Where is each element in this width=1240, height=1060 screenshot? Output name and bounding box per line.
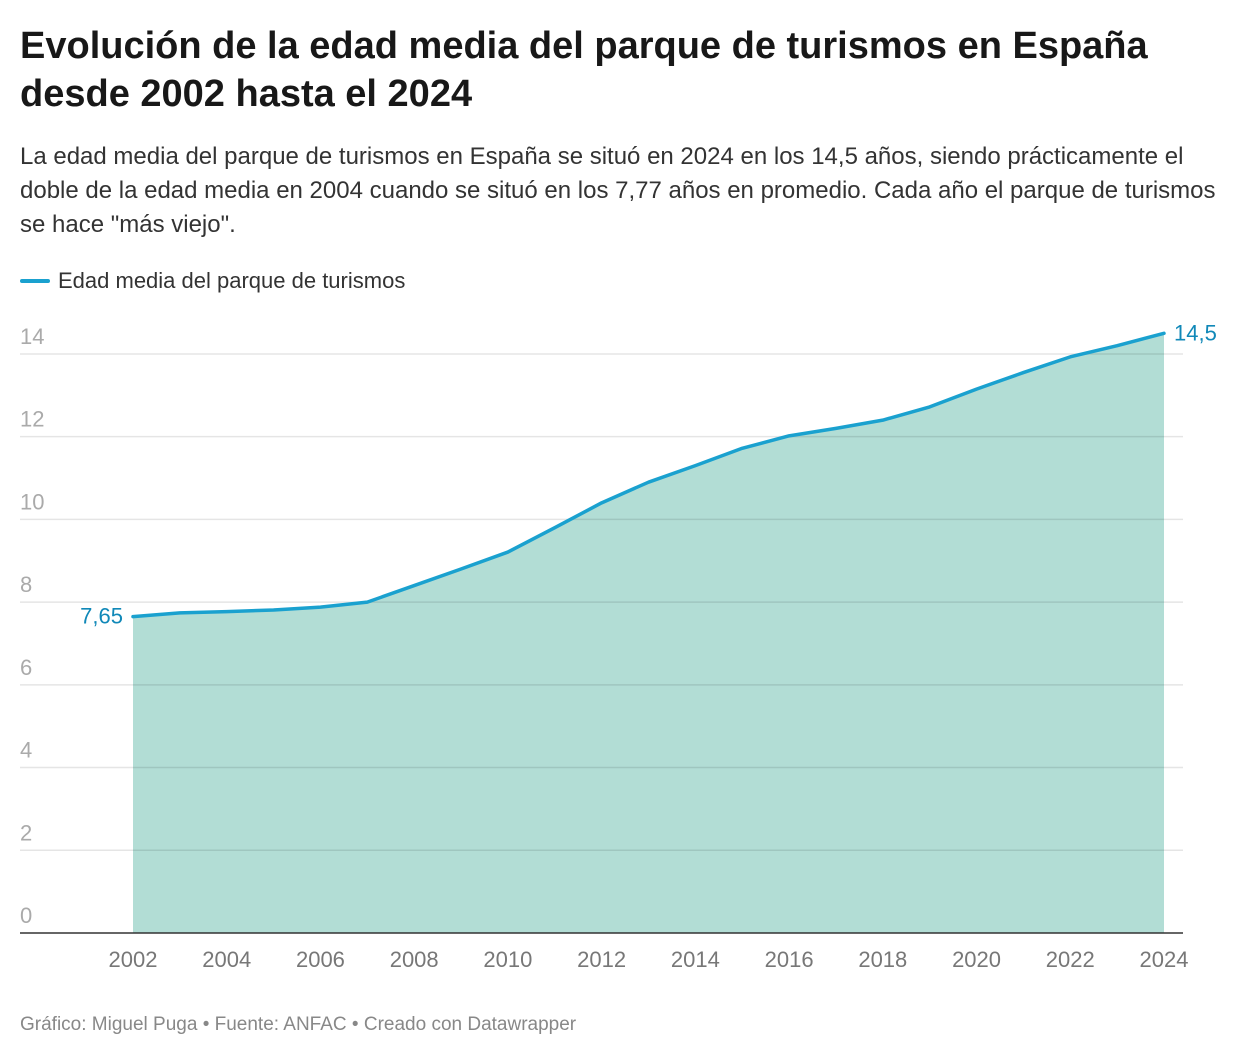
data-point [131,615,135,619]
chart-subtitle: La edad media del parque de turismos en … [20,143,1216,238]
data-point [975,387,979,391]
x-tick-label: 2010 [483,947,532,972]
x-tick-label: 2004 [202,947,251,972]
x-tick-label: 2020 [952,947,1001,972]
chart-title: Evolución de la edad media del parque de… [20,25,1148,115]
data-point [365,600,369,604]
data-point [225,610,229,614]
y-tick-label: 4 [20,738,32,763]
y-tick-label: 12 [20,407,44,432]
y-tick-label: 8 [20,572,32,597]
data-label: 14,5 [1174,320,1217,345]
series-line [131,331,1166,619]
x-tick-label: 2006 [296,947,345,972]
data-point [787,434,791,438]
legend-swatch [20,279,50,283]
data-point [1115,344,1119,348]
data-point [412,584,416,588]
x-tick-label: 2024 [1140,947,1189,972]
y-tick-label: 2 [20,820,32,845]
chart-plot: 0 2 4 6 8 10 12 14 2002 2004 2006 2008 2010 2012 2014 2… [20,320,1217,972]
y-tick-label: 14 [20,324,44,349]
y-tick-label: 0 [20,903,32,928]
data-point [693,464,697,468]
legend-label: Edad media del parque de turismos [58,268,406,293]
data-point [1162,331,1166,335]
footer-credits: Gráfico: Miguel Puga • Fuente: ANFAC • C… [20,1014,577,1035]
x-tick-label: 2022 [1046,947,1095,972]
y-tick-label: 10 [20,489,44,514]
data-point [928,405,932,409]
y-tick-label: 6 [20,655,32,680]
data-point [834,426,838,430]
data-point [459,567,463,571]
data-label: 7,65 [80,604,123,629]
data-point [647,480,651,484]
x-tick-label: 2002 [109,947,158,972]
data-point [506,550,510,554]
x-tick-label: 2008 [390,947,439,972]
data-point [1021,371,1025,375]
data-point [178,611,182,615]
data-point [272,608,276,612]
x-tick-label: 2018 [858,947,907,972]
x-tick-label: 2012 [577,947,626,972]
data-point [740,446,744,450]
legend: Edad media del parque de turismos [20,268,405,294]
data-point [881,418,885,422]
x-tick-label: 2014 [671,947,720,972]
x-tick-label: 2016 [765,947,814,972]
area-fill [133,333,1164,933]
data-point [600,501,604,505]
data-point [553,526,557,530]
data-point [318,605,322,609]
data-point [1068,355,1072,359]
